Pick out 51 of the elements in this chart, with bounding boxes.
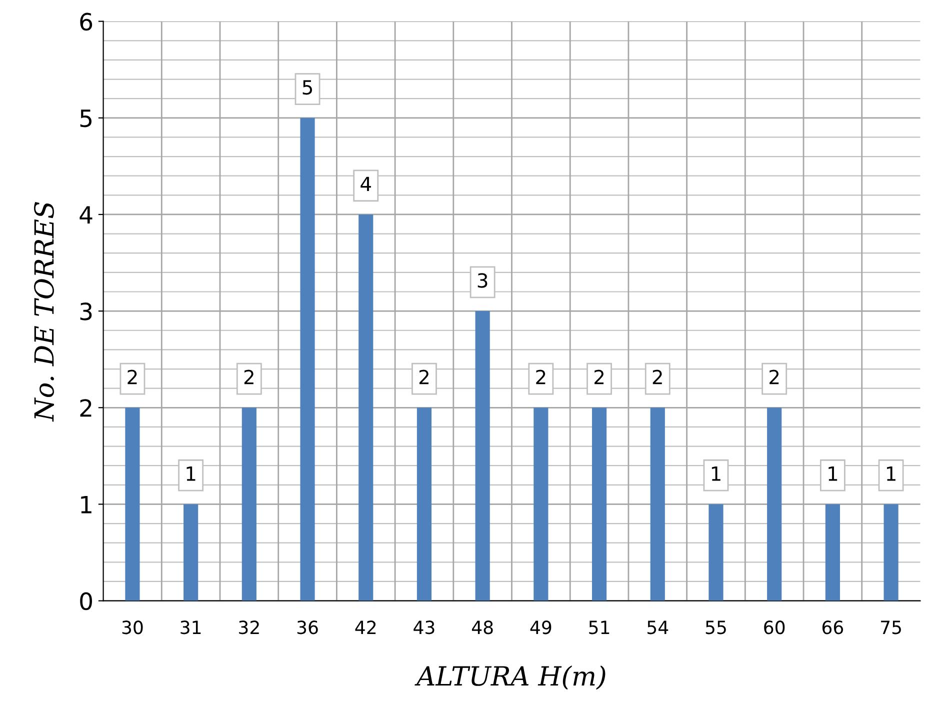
data-label: 2 bbox=[419, 370, 428, 384]
x-axis-title: ALTURA H(m) bbox=[414, 665, 606, 690]
y-tick-label: 4 bbox=[80, 206, 92, 224]
bar bbox=[825, 504, 840, 601]
x-tick-label: 66 bbox=[822, 620, 844, 634]
data-label: 2 bbox=[536, 370, 546, 384]
bar bbox=[358, 214, 374, 601]
data-label: 1 bbox=[712, 466, 720, 481]
data-label: 2 bbox=[770, 370, 779, 384]
y-tick-label: 0 bbox=[80, 592, 92, 610]
data-label: 2 bbox=[244, 370, 254, 384]
x-tick-label: 75 bbox=[881, 620, 901, 634]
data-label: 4 bbox=[360, 176, 371, 191]
data-label: 2 bbox=[652, 370, 662, 384]
bar bbox=[242, 408, 256, 601]
x-tick-label: 48 bbox=[472, 620, 493, 634]
data-label: 5 bbox=[302, 80, 312, 95]
data-label: 2 bbox=[594, 370, 604, 384]
bar bbox=[650, 408, 665, 601]
x-tick-label: 31 bbox=[180, 620, 201, 634]
bar bbox=[534, 408, 548, 601]
y-tick-label: 6 bbox=[80, 12, 92, 31]
x-tick-label: 55 bbox=[706, 620, 726, 634]
y-tick-label: 1 bbox=[81, 496, 92, 514]
data-label: 3 bbox=[478, 273, 488, 288]
x-tick-label: 32 bbox=[239, 620, 259, 634]
data-label: 1 bbox=[886, 466, 896, 481]
y-tick-label: 3 bbox=[80, 302, 92, 320]
bar bbox=[416, 408, 432, 601]
bar bbox=[184, 504, 198, 601]
x-tick-label: 36 bbox=[297, 620, 318, 634]
y-axis-title: No. DE TORRES bbox=[34, 202, 54, 422]
x-tick-label: 51 bbox=[589, 620, 610, 634]
y-tick-label: 2 bbox=[80, 399, 92, 417]
x-tick-label: 42 bbox=[355, 620, 376, 634]
data-label: 2 bbox=[128, 370, 137, 384]
bar bbox=[300, 118, 315, 601]
bar bbox=[767, 408, 782, 601]
bar bbox=[475, 311, 490, 601]
x-tick-label: 49 bbox=[530, 620, 552, 634]
x-tick-label: 30 bbox=[122, 620, 143, 634]
x-tick-label: 60 bbox=[764, 620, 785, 634]
bar bbox=[125, 408, 140, 601]
bar bbox=[884, 504, 898, 601]
bar bbox=[708, 504, 724, 601]
bar bbox=[592, 408, 607, 601]
data-label: 1 bbox=[828, 466, 838, 481]
data-label: 1 bbox=[186, 466, 196, 481]
x-tick-label: 43 bbox=[414, 620, 434, 634]
x-tick-label: 54 bbox=[648, 620, 668, 634]
y-tick-label: 5 bbox=[80, 110, 92, 128]
